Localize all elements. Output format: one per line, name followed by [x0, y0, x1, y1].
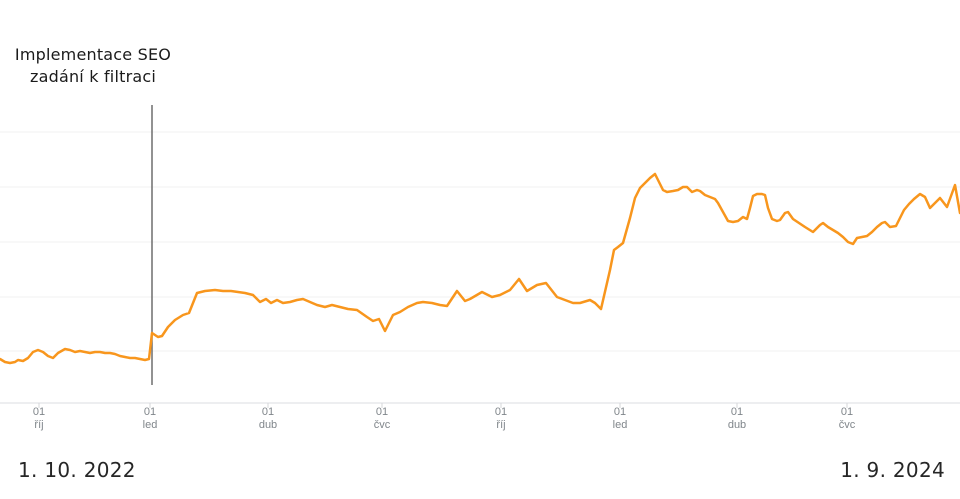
date-range: 1. 10. 2022 1. 9. 2024	[18, 458, 945, 482]
x-tick-day: 01	[261, 406, 275, 418]
annotation-label-line1: Implementace SEO	[14, 45, 172, 64]
x-tick-day: 01	[613, 406, 627, 418]
annotation-label-line2: zadání k filtraci	[29, 67, 156, 86]
x-tick-label: 01 dub	[259, 406, 277, 432]
x-tick-month: čvc	[838, 419, 856, 431]
date-range-start: 1. 10. 2022	[18, 458, 136, 482]
x-tick-month: dub	[258, 419, 278, 431]
x-tick-month: dub	[727, 419, 747, 431]
x-tick-label: 01 čvc	[839, 406, 856, 432]
x-tick-label: 01 říj	[495, 406, 507, 432]
x-tick-label: 01 led	[613, 406, 628, 432]
annotation-label: Implementace SEO zadání k filtraci	[0, 44, 186, 88]
gridlines	[0, 131, 960, 352]
x-tick-label: 01 dub	[728, 406, 746, 432]
x-tick-label: 01 led	[143, 406, 158, 432]
x-tick-day: 01	[375, 406, 389, 418]
x-axis-tick-marks	[38, 403, 848, 408]
x-tick-day: 01	[840, 406, 854, 418]
x-tick-label: 01 říj	[33, 406, 45, 432]
x-tick-day: 01	[494, 406, 508, 418]
x-tick-day: 01	[32, 406, 46, 418]
x-tick-month: led	[142, 419, 158, 431]
x-tick-day: 01	[730, 406, 744, 418]
x-tick-month: led	[612, 419, 628, 431]
x-tick-month: čvc	[373, 419, 391, 431]
trend-line	[0, 172, 960, 365]
x-tick-label: 01 čvc	[374, 406, 391, 432]
x-tick-day: 01	[143, 406, 157, 418]
date-range-end: 1. 9. 2024	[840, 458, 945, 482]
x-tick-month: říj	[34, 419, 44, 431]
x-tick-month: říj	[496, 419, 506, 431]
